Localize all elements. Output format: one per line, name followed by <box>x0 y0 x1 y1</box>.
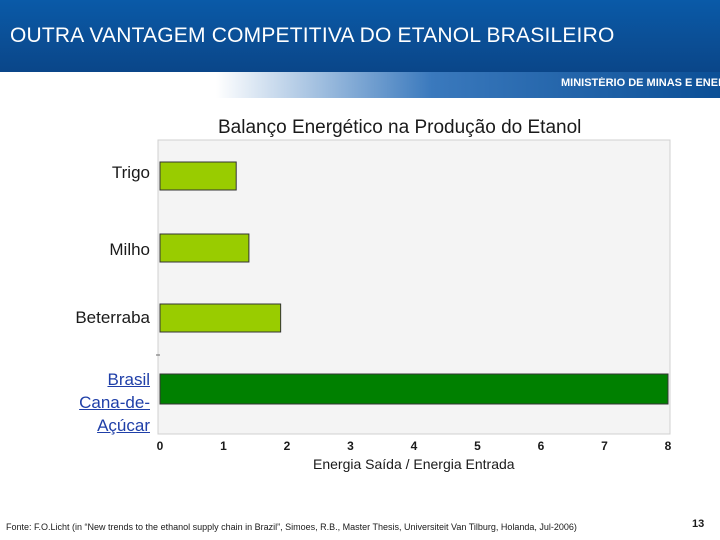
category-label-milho: Milho <box>109 240 150 259</box>
x-axis-label: Energia Saída / Energia Entrada <box>313 456 515 472</box>
header-bar: OUTRA VANTAGEM COMPETITIVA DO ETANOL BRA… <box>0 0 720 72</box>
source-note: Fonte: F.O.Licht (in “New trends to the … <box>6 522 577 532</box>
x-tick-label: 3 <box>347 439 354 453</box>
bar <box>159 161 237 191</box>
x-tick-label: 7 <box>601 439 608 453</box>
category-label-line[interactable]: Brasil <box>107 370 150 389</box>
x-tick-label: 1 <box>220 439 227 453</box>
x-tick-label: 6 <box>538 439 545 453</box>
x-tick-label: 4 <box>411 439 418 453</box>
bar <box>159 233 250 263</box>
category-label-trigo: Trigo <box>111 163 150 182</box>
header-band <box>0 72 720 98</box>
category-label-line[interactable]: Cana-de- <box>79 393 150 412</box>
x-tick-label: 5 <box>474 439 481 453</box>
category-label-line[interactable]: Açúcar <box>97 416 150 435</box>
x-tick-label: 2 <box>284 439 291 453</box>
bar <box>159 303 282 333</box>
category-label-brasil[interactable]: Brasil Cana-de- Açúcar <box>79 368 150 437</box>
chart-title: Balanço Energético na Produção do Etanol <box>218 117 582 138</box>
ministry-label: MINISTÉRIO DE MINAS E ENERGIA <box>561 77 720 89</box>
bar <box>159 373 669 405</box>
category-label-beterraba: Beterraba <box>75 308 150 327</box>
x-tick-label: 8 <box>665 439 672 453</box>
page-number: 13 <box>692 518 705 530</box>
x-tick-label: 0 <box>157 439 164 453</box>
slide-title: OUTRA VANTAGEM COMPETITIVA DO ETANOL BRA… <box>10 24 615 47</box>
